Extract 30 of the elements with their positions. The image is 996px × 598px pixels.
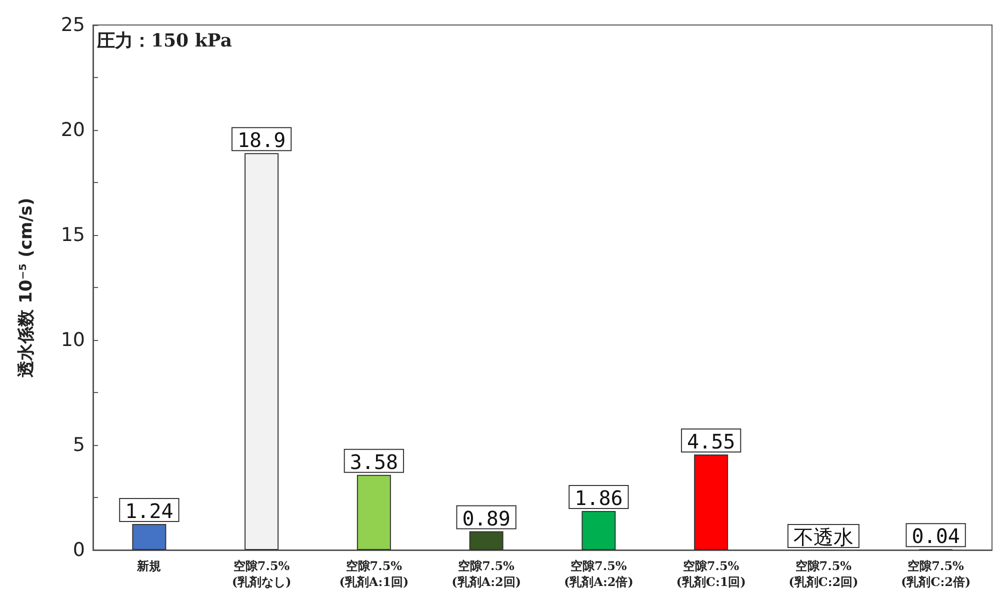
y-axis-title: 透水係数 10⁻⁵ (cm/s) bbox=[16, 198, 36, 378]
x-tick-label: 空隙7.5% (乳剤A:2倍) bbox=[564, 559, 634, 589]
x-tick-label: 空隙7.5% (乳剤A:2回) bbox=[452, 559, 522, 589]
y-tick-label: 0 bbox=[72, 539, 85, 561]
data-label: 1.24 bbox=[125, 498, 174, 523]
y-tick-label: 25 bbox=[60, 14, 85, 36]
annotation: 圧力：150 kPa bbox=[96, 30, 232, 52]
data-label: 0.89 bbox=[462, 506, 510, 530]
y-tick-label: 10 bbox=[60, 329, 85, 351]
x-tick-label: 空隙7.5% (乳剤C:1回) bbox=[676, 559, 746, 589]
y-tick-label: 5 bbox=[72, 434, 85, 456]
y-tick-label: 15 bbox=[60, 224, 85, 246]
x-tick-label: 空隙7.5% (乳剤C:2回) bbox=[788, 559, 858, 589]
bar bbox=[356, 474, 391, 550]
x-tick-label: 空隙7.5% (乳剤A:1回) bbox=[339, 559, 409, 589]
x-tick-label: 新規 bbox=[136, 559, 162, 573]
y-tick-label: 20 bbox=[60, 119, 85, 141]
bar bbox=[244, 153, 279, 550]
data-label: 3.58 bbox=[350, 450, 398, 474]
bar bbox=[582, 510, 616, 550]
bar bbox=[132, 524, 166, 550]
bar bbox=[469, 531, 504, 550]
data-label: 不透水 bbox=[793, 525, 854, 549]
bar bbox=[694, 454, 728, 550]
data-label: 18.9 bbox=[237, 128, 286, 152]
data-label: 1.86 bbox=[574, 486, 623, 510]
data-label: 0.04 bbox=[912, 524, 960, 548]
x-tick-label: 空隙7.5% (乳剤C:2倍) bbox=[900, 559, 971, 589]
x-tick-label: 空隙7.5% (乳剤なし) bbox=[232, 559, 292, 589]
data-label: 4.55 bbox=[686, 429, 736, 454]
